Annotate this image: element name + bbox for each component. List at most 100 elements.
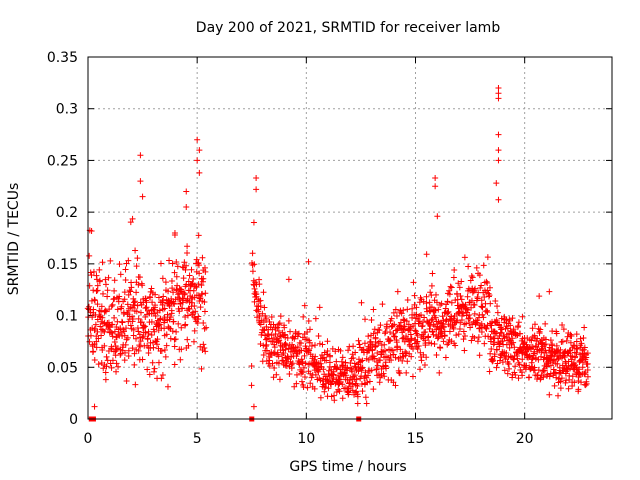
data-point	[571, 354, 578, 361]
data-point	[111, 287, 118, 294]
data-point	[354, 393, 361, 400]
data-point	[132, 298, 139, 305]
data-point	[409, 373, 416, 380]
data-point	[461, 333, 468, 340]
plot-frame	[87, 56, 613, 420]
data-point	[173, 273, 180, 280]
data-point	[143, 299, 150, 306]
data-point	[171, 232, 178, 239]
data-point	[481, 340, 488, 347]
data-point	[86, 252, 93, 259]
data-point	[539, 345, 546, 352]
data-point	[468, 273, 475, 280]
data-point	[110, 296, 117, 303]
data-point	[307, 370, 314, 377]
data-point	[87, 269, 94, 276]
data-point	[176, 296, 183, 303]
data-point	[495, 95, 502, 102]
data-point	[451, 266, 458, 273]
data-point	[189, 280, 196, 287]
data-point	[177, 356, 184, 363]
data-point	[266, 335, 273, 342]
data-point	[580, 334, 587, 341]
data-point	[345, 380, 352, 387]
data-point	[312, 371, 319, 378]
data-point	[251, 261, 258, 268]
data-point	[171, 361, 178, 368]
data-point	[295, 330, 302, 337]
data-point	[198, 365, 205, 372]
data-point	[554, 360, 561, 367]
data-point	[129, 215, 136, 222]
data-point	[359, 357, 366, 364]
data-point	[390, 351, 397, 358]
data-point	[456, 308, 463, 315]
data-point	[108, 330, 115, 337]
data-point	[176, 308, 183, 315]
data-point	[493, 364, 500, 371]
data-point	[536, 293, 543, 300]
data-point	[356, 341, 363, 348]
data-point	[294, 344, 301, 351]
data-point	[137, 338, 144, 345]
data-point	[515, 375, 522, 382]
data-point	[469, 274, 476, 281]
data-point	[432, 175, 439, 182]
data-point	[111, 338, 118, 345]
data-point	[582, 382, 589, 389]
data-point	[282, 346, 289, 353]
data-point	[436, 369, 443, 376]
data-point	[381, 347, 388, 354]
data-point	[474, 317, 481, 324]
data-point	[287, 328, 294, 335]
data-point	[400, 316, 407, 323]
data-point	[510, 339, 517, 346]
data-point	[94, 301, 101, 308]
data-point	[148, 318, 155, 325]
data-point	[299, 359, 306, 366]
data-point	[566, 347, 573, 354]
data-point	[200, 275, 207, 282]
data-point	[571, 379, 578, 386]
data-point	[554, 356, 561, 363]
data-point	[471, 301, 478, 308]
data-point	[324, 351, 331, 358]
data-point	[156, 307, 163, 314]
data-point	[583, 380, 590, 387]
data-point	[138, 319, 145, 326]
data-point	[270, 374, 277, 381]
data-point	[365, 333, 372, 340]
data-point	[422, 329, 429, 336]
data-point	[113, 360, 120, 367]
data-point	[509, 335, 516, 342]
data-point	[190, 275, 197, 282]
data-point	[547, 337, 554, 344]
data-point	[480, 262, 487, 269]
data-point	[257, 303, 264, 310]
data-point	[91, 297, 98, 304]
data-point	[581, 324, 588, 331]
data-point	[546, 288, 553, 295]
data-point	[350, 373, 357, 380]
data-point	[139, 282, 146, 289]
data-point	[567, 339, 574, 346]
data-point	[286, 370, 293, 377]
data-point	[370, 386, 377, 393]
data-point	[432, 183, 439, 190]
data-point	[100, 290, 107, 297]
data-point	[314, 367, 321, 374]
data-point	[307, 380, 314, 387]
data-point	[182, 314, 189, 321]
data-point	[117, 325, 124, 332]
data-point	[130, 326, 137, 333]
data-point	[117, 271, 124, 278]
data-point	[377, 357, 384, 364]
data-point	[317, 394, 324, 401]
data-point	[91, 357, 98, 364]
data-point	[426, 307, 433, 314]
data-point	[423, 354, 430, 361]
data-point	[161, 346, 168, 353]
data-point	[121, 357, 128, 364]
data-point	[272, 330, 279, 337]
data-point	[428, 317, 435, 324]
